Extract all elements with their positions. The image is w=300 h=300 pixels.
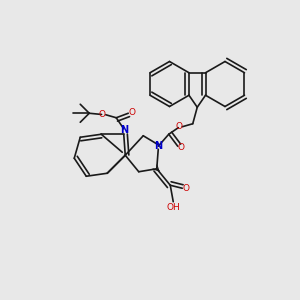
Text: O: O [99,110,106,119]
Text: N: N [154,141,162,151]
Text: O: O [178,143,185,152]
Text: N: N [120,125,128,135]
Text: OH: OH [167,203,180,212]
Text: O: O [182,184,189,193]
Text: O: O [176,122,183,131]
Text: O: O [129,108,136,117]
